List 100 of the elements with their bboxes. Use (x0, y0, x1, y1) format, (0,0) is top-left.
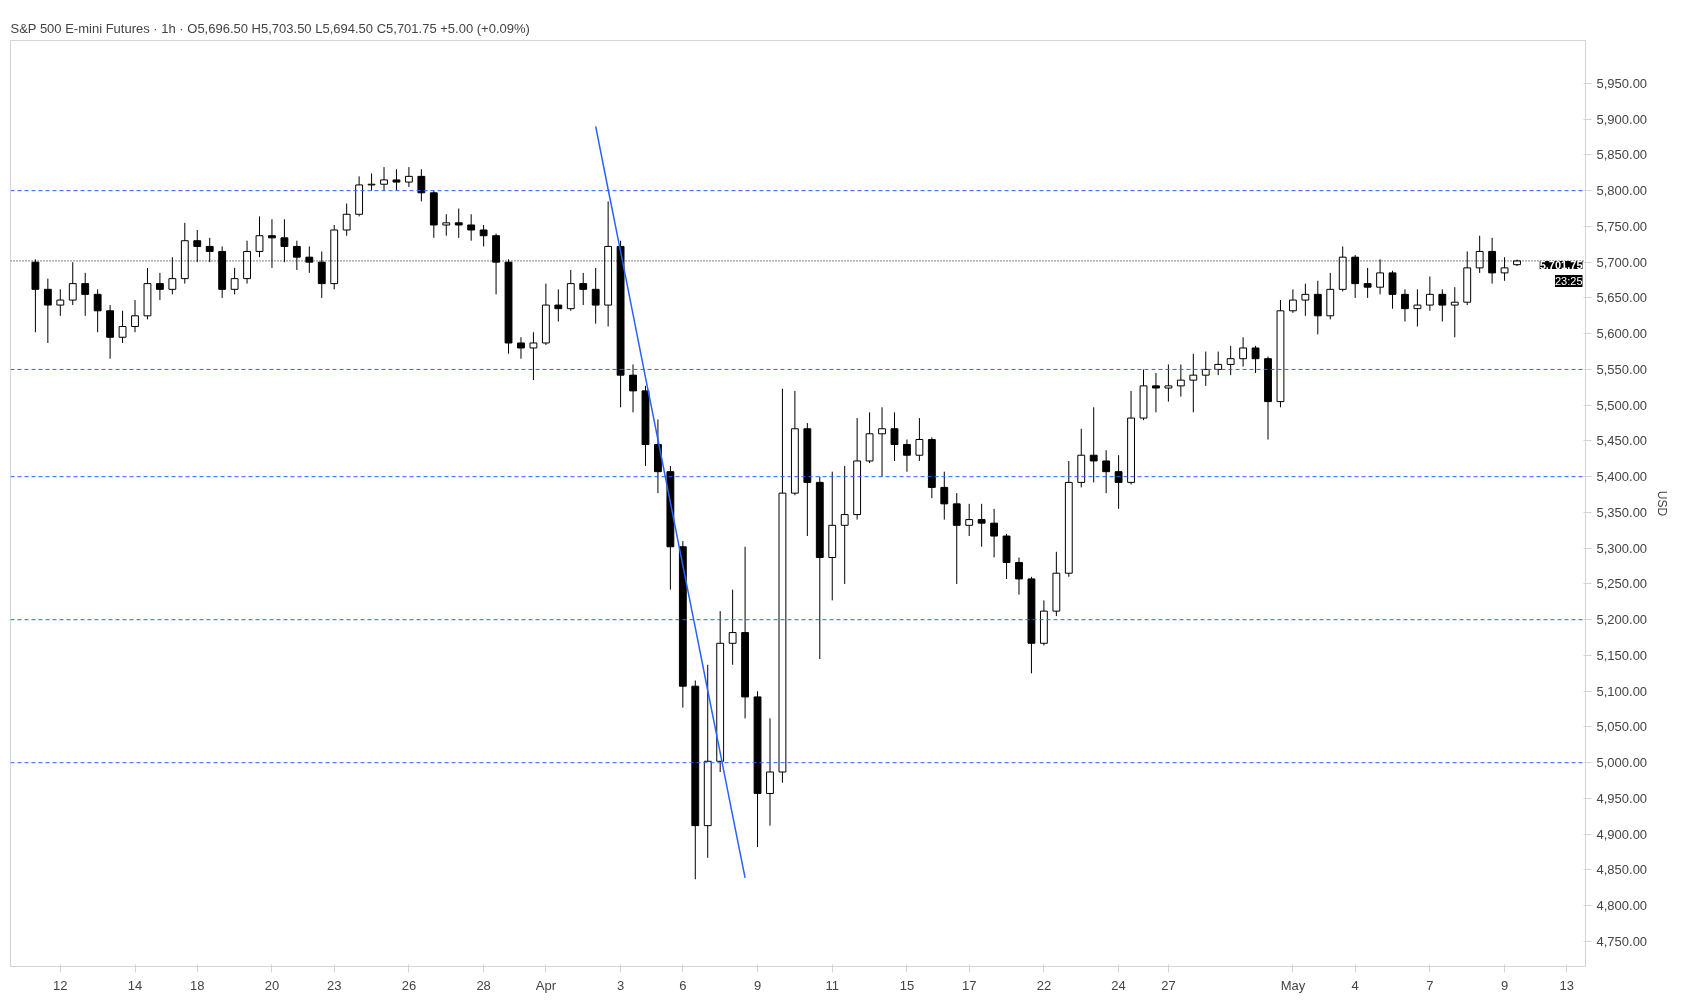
x-tick-label: 7 (1426, 977, 1434, 993)
candlestick (405, 166, 413, 188)
candlestick (467, 213, 476, 242)
candlestick (1425, 275, 1434, 312)
y-tick-label: 5,000.00 (1596, 755, 1648, 771)
x-tick-label: 13 (1559, 977, 1575, 993)
x-tick-label: 3 (616, 977, 625, 993)
y-tick-label: 4,750.00 (1596, 933, 1648, 949)
candlestick (903, 439, 911, 473)
x-tick-label: 28 (476, 977, 491, 993)
y-tick-label: 5,950.00 (1596, 75, 1648, 91)
x-tick-label: 22 (1036, 977, 1052, 993)
x-tick-label: 4 (1351, 977, 1359, 993)
candlestick (629, 363, 637, 413)
y-tick-label: 4,950.00 (1596, 790, 1648, 806)
candlestick (118, 310, 127, 344)
x-tick-label: 9 (1500, 977, 1509, 993)
candlestick (1438, 288, 1447, 323)
y-tick-label: 5,750.00 (1596, 218, 1648, 234)
y-tick-label: 5,150.00 (1596, 647, 1648, 663)
candlestick (392, 168, 401, 192)
candlestick (1015, 556, 1023, 596)
candlestick (728, 589, 737, 666)
y-tick-label: 5,200.00 (1596, 612, 1648, 628)
y-tick-label: 5,050.00 (1596, 719, 1648, 735)
candlestick (56, 288, 65, 317)
candlestick (1201, 351, 1210, 387)
candlestick (878, 406, 886, 478)
candlestick (1251, 345, 1260, 374)
candlestick (952, 492, 961, 585)
y-tick-label: 5,400.00 (1596, 469, 1648, 485)
y-tick-label: 5,650.00 (1596, 290, 1648, 306)
x-tick-label: Apr (535, 977, 557, 993)
y-tick-label: 5,350.00 (1596, 504, 1648, 520)
candlestick (479, 224, 488, 247)
candlestick (1239, 336, 1248, 368)
x-tick-label: May (1280, 977, 1306, 993)
candlestick (454, 208, 463, 239)
candlestick (1226, 345, 1235, 376)
x-tick-label: 24 (1111, 977, 1126, 993)
x-tick-label: 17 (961, 977, 977, 993)
candlestick (840, 465, 849, 585)
candlestick (1401, 288, 1409, 323)
x-tick-label: 15 (899, 977, 915, 993)
candlestick (1450, 286, 1459, 338)
y-tick-label: 5,100.00 (1596, 683, 1648, 699)
y-tick-label: 4,900.00 (1596, 826, 1648, 842)
y-tick-label: 4,850.00 (1596, 862, 1648, 878)
candlestick (579, 272, 588, 306)
ref-line-label: 5,701.75 (1539, 258, 1583, 271)
candlestick (529, 331, 538, 381)
candlestick (342, 203, 351, 237)
candlestick (977, 503, 986, 548)
x-tick-label: 14 (127, 977, 143, 993)
y-tick-label: 5,250.00 (1596, 576, 1648, 592)
y-tick-label: 5,500.00 (1596, 397, 1648, 413)
candlestick (155, 272, 164, 301)
x-tick-label: 11 (825, 977, 839, 993)
candlestick (517, 336, 525, 360)
candlestick (766, 717, 774, 827)
candlestick (1114, 454, 1123, 510)
candlestick (81, 272, 90, 317)
chart-title: S&P 500 E-mini Futures · 1h · O5,696.50 H5,703.50 L5,694.50 C5,701.75 +5.00 (+0.09%) (10, 20, 530, 36)
candlestick (1288, 288, 1297, 314)
candlestick (915, 417, 924, 462)
candlestick (591, 267, 600, 325)
y-tick-label: 5,850.00 (1596, 147, 1648, 163)
y-tick-label: 5,600.00 (1596, 326, 1648, 342)
y-tick-label: 4,800.00 (1596, 898, 1648, 914)
candlestick (1102, 449, 1111, 494)
candlestick (255, 215, 264, 258)
candlestick (1189, 353, 1198, 413)
x-tick-label: 9 (753, 977, 762, 993)
candlestick (1089, 406, 1098, 483)
candlestick (554, 288, 563, 323)
x-tick-label: 6 (679, 977, 687, 993)
candlestick (230, 267, 239, 295)
y-tick-label: 5,900.00 (1596, 111, 1648, 127)
candlestick (1388, 270, 1397, 310)
candlestick (1152, 372, 1160, 413)
candlestick (940, 471, 949, 521)
x-tick-label: 26 (401, 977, 417, 993)
x-tick-label: 12 (53, 977, 68, 993)
x-tick-label: 23 (326, 977, 342, 993)
candlestick (1214, 351, 1223, 376)
candlestick (1313, 280, 1322, 335)
x-tick-label: 20 (264, 977, 280, 993)
candlestick (68, 261, 77, 306)
candlestick (990, 508, 999, 558)
y-tick-label: 5,700.00 (1596, 254, 1648, 270)
candlestick (965, 503, 974, 537)
annotation: 23:25 (1554, 274, 1583, 287)
candlestick (417, 168, 426, 202)
x-tick-label: 27 (1161, 977, 1176, 993)
y-tick-label: 5,550.00 (1596, 361, 1648, 377)
candlestick (43, 278, 52, 344)
candlestick (131, 299, 139, 333)
y-tick-label: 5,450.00 (1596, 433, 1648, 449)
candlestick (380, 166, 388, 192)
candlestick (93, 288, 102, 333)
